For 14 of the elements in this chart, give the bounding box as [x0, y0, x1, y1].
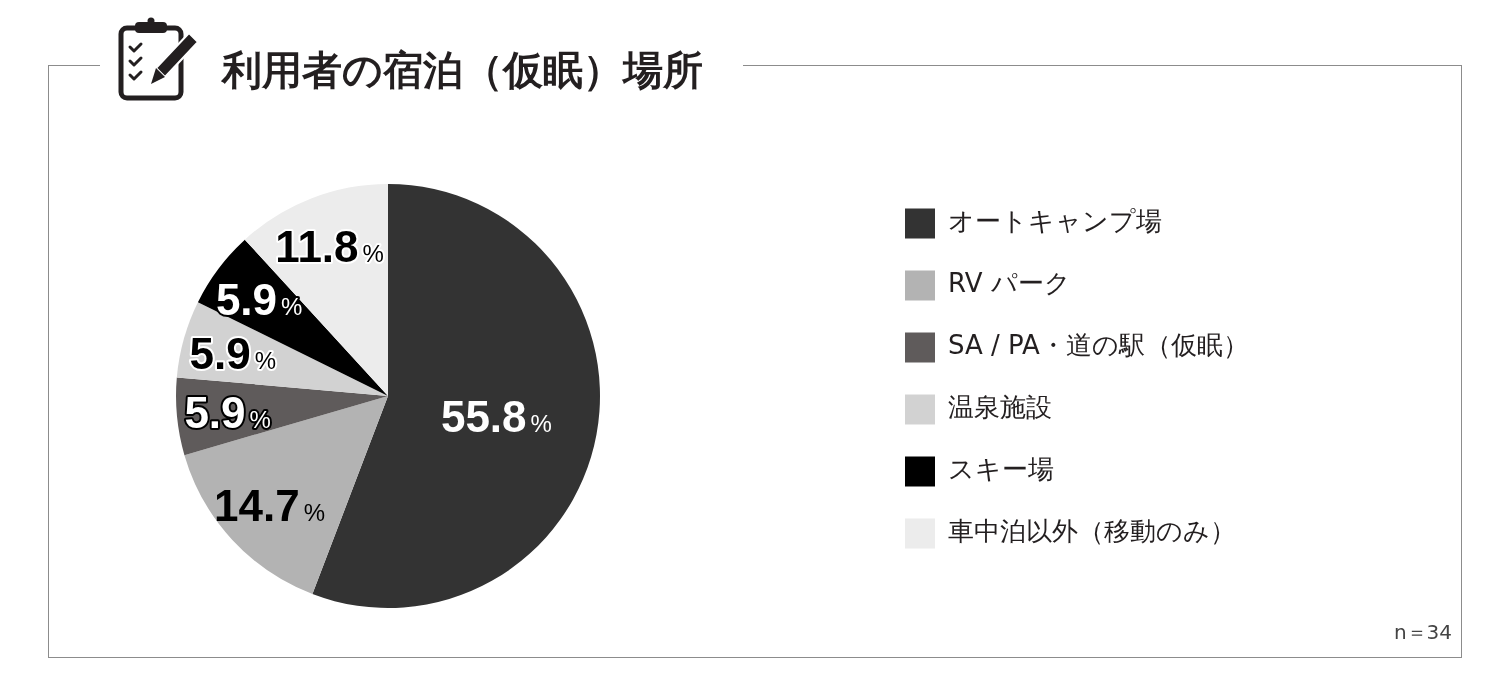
legend-label: 温泉施設 — [948, 392, 1052, 423]
legend-label: オートキャンプ場 — [948, 206, 1162, 237]
data-label: 55.8% — [440, 391, 552, 441]
data-label: 5.9% — [189, 328, 277, 378]
data-label: 5.9% — [215, 275, 303, 325]
data-label: 14.7% — [214, 481, 326, 531]
legend-label: スキー場 — [948, 454, 1054, 485]
legend-label: SA / PA・道の駅（仮眠） — [948, 330, 1249, 361]
data-label: 5.9% — [184, 387, 271, 437]
chart-title: 利用者の宿泊（仮眠）場所 — [222, 46, 703, 94]
legend-label: 車中泊以外（移動のみ） — [948, 516, 1236, 547]
legend-label: RV パーク — [948, 268, 1071, 299]
data-label: 11.8% — [275, 221, 384, 271]
text: n＝34 — [1393, 619, 1452, 646]
